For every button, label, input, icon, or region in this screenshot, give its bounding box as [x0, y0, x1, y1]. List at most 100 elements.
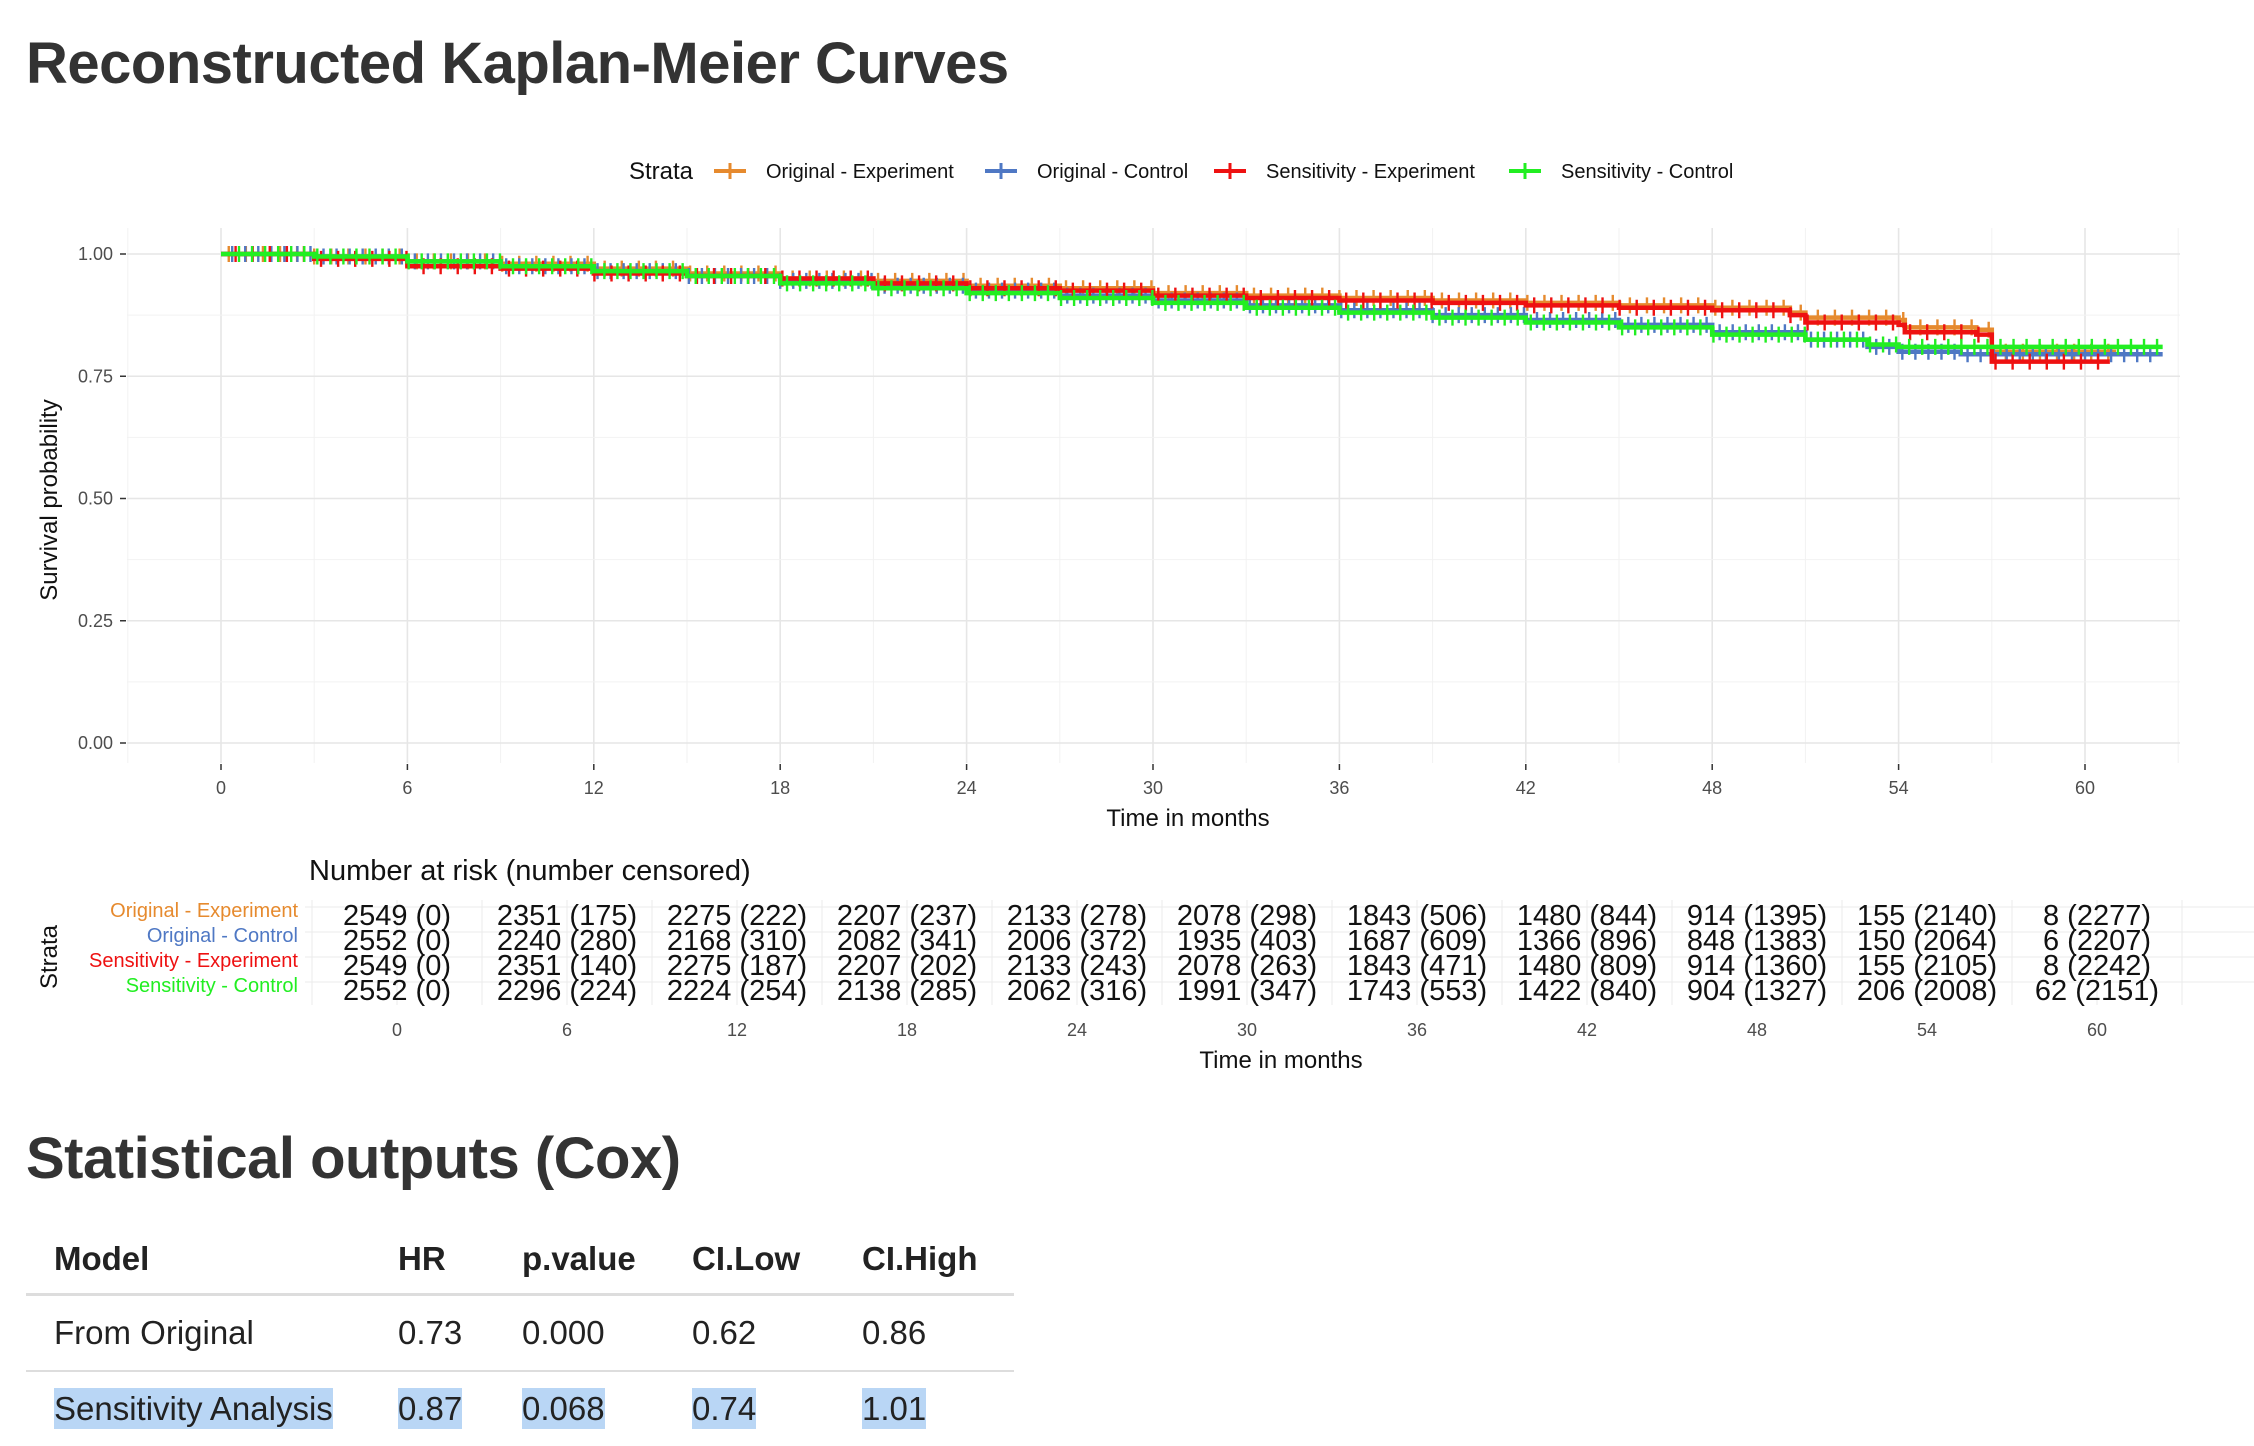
cox-row-original: From Original 0.73 0.000 0.62 0.86 — [26, 1294, 1014, 1372]
x-tick-label: 6 — [402, 778, 412, 798]
ci-low-cell: 0.62 — [664, 1294, 834, 1372]
ci-low-cell: 0.74 — [664, 1371, 834, 1446]
y-tick-label: 1.00 — [78, 244, 113, 264]
km-chart: Strata Original - Experiment Original - Co… — [36, 158, 2254, 1074]
risk-cell: 150 (2064) — [1857, 925, 1997, 957]
model-cell: Sensitivity Analysis — [26, 1371, 370, 1446]
risk-x-tick-label: 0 — [392, 1020, 402, 1040]
km-series — [221, 246, 2163, 370]
cox-row-sensitivity: Sensitivity Analysis 0.87 0.068 0.74 1.0… — [26, 1371, 1014, 1446]
header-model: Model — [26, 1225, 370, 1296]
model-cell: From Original — [26, 1294, 370, 1372]
ci-high-text: 1.01 — [862, 1388, 927, 1429]
risk-x-tick-label: 48 — [1747, 1020, 1767, 1040]
risk-cell: 2240 (280) — [497, 925, 637, 957]
km-legend: Strata Original - Experiment Original - Co… — [629, 158, 1733, 185]
risk-cell: 1843 (506) — [1347, 900, 1487, 932]
y-tick-label: 0.25 — [78, 611, 113, 631]
km-gridlines — [127, 228, 2180, 763]
legend-label: Original - Experiment — [766, 161, 954, 183]
risk-cell: 62 (2151) — [2035, 975, 2159, 1007]
risk-x-tick-label: 12 — [727, 1020, 747, 1040]
risk-table: Number at risk (number censored) Original… — [36, 855, 2254, 1074]
hr-cell: 0.73 — [370, 1294, 494, 1372]
risk-cell: 2552 (0) — [343, 925, 451, 957]
risk-cell: 2275 (187) — [667, 950, 807, 982]
hr-cell: 0.87 — [370, 1371, 494, 1446]
risk-cell: 2351 (140) — [497, 950, 637, 982]
x-tick-label: 60 — [2075, 778, 2095, 798]
risk-row-label: Original - Experiment — [110, 900, 298, 922]
risk-cell: 2552 (0) — [343, 975, 451, 1007]
x-tick-label: 30 — [1143, 778, 1163, 798]
legend-title: Strata — [629, 158, 694, 185]
risk-cell: 2133 (243) — [1007, 950, 1147, 982]
legend-label: Original - Control — [1037, 161, 1188, 183]
y-axis-title: Survival probability — [36, 399, 63, 600]
risk-cell: 206 (2008) — [1857, 975, 1997, 1007]
cox-table: Model HR p.value CI.Low CI.High From Ori… — [26, 1225, 1014, 1446]
x-tick-label: 48 — [1702, 778, 1722, 798]
hr-text: 0.87 — [398, 1388, 463, 1429]
risk-row-label: Sensitivity - Control — [126, 975, 298, 997]
risk-x-tick-label: 6 — [562, 1020, 572, 1040]
risk-cell: 1687 (609) — [1347, 925, 1487, 957]
risk-cell: 848 (1383) — [1687, 925, 1827, 957]
risk-cell: 914 (1360) — [1687, 950, 1827, 982]
risk-y-axis-title: Strata — [36, 924, 63, 989]
risk-cell: 6 (2207) — [2043, 925, 2151, 957]
page-title: Reconstructed Kaplan-Meier Curves — [26, 31, 1009, 96]
risk-cell: 155 (2105) — [1857, 950, 1997, 982]
risk-table-title: Number at risk (number censored) — [309, 855, 751, 887]
risk-cell: 1422 (840) — [1517, 975, 1657, 1007]
y-tick-label: 0.75 — [78, 366, 113, 386]
risk-cell: 2275 (222) — [667, 900, 807, 932]
risk-x-tick-label: 60 — [2087, 1020, 2107, 1040]
risk-x-tick-label: 18 — [897, 1020, 917, 1040]
header-p-value: p.value — [494, 1225, 664, 1296]
p-value-text: 0.068 — [522, 1388, 605, 1429]
risk-cell: 2207 (202) — [837, 950, 977, 982]
risk-cell: 1743 (553) — [1347, 975, 1487, 1007]
risk-cell: 2207 (237) — [837, 900, 977, 932]
legend-label: Sensitivity - Control — [1561, 161, 1733, 183]
risk-cell: 2168 (310) — [667, 925, 807, 957]
risk-cell: 8 (2277) — [2043, 900, 2151, 932]
risk-cell: 1991 (347) — [1177, 975, 1317, 1007]
risk-cell: 2006 (372) — [1007, 925, 1147, 957]
risk-cell: 2224 (254) — [667, 975, 807, 1007]
p-value-cell: 0.000 — [494, 1294, 664, 1372]
x-tick-label: 18 — [770, 778, 790, 798]
ci-low-text: 0.74 — [692, 1388, 757, 1429]
risk-cell: 2138 (285) — [837, 975, 977, 1007]
x-tick-label: 54 — [1889, 778, 1909, 798]
risk-row-label: Sensitivity - Experiment — [89, 950, 298, 972]
risk-cell: 155 (2140) — [1857, 900, 1997, 932]
risk-cell: 2062 (316) — [1007, 975, 1147, 1007]
header-ci-low: CI.Low — [664, 1225, 834, 1296]
risk-x-tick-label: 54 — [1917, 1020, 1937, 1040]
risk-row-label: Original - Control — [147, 925, 298, 947]
y-tick-label: 0.00 — [78, 733, 113, 753]
risk-cell: 1366 (896) — [1517, 925, 1657, 957]
risk-cell: 2078 (263) — [1177, 950, 1317, 982]
risk-cell: 904 (1327) — [1687, 975, 1827, 1007]
risk-cell: 2351 (175) — [497, 900, 637, 932]
x-tick-label: 0 — [216, 778, 226, 798]
ci-high-cell: 0.86 — [834, 1294, 1014, 1372]
risk-cell: 2549 (0) — [343, 900, 451, 932]
risk-x-axis-title: Time in months — [1199, 1047, 1362, 1074]
x-axis-title: Time in months — [1106, 805, 1269, 832]
header-hr: HR — [370, 1225, 494, 1296]
risk-x-tick-label: 24 — [1067, 1020, 1087, 1040]
x-tick-label: 36 — [1329, 778, 1349, 798]
risk-cell: 2296 (224) — [497, 975, 637, 1007]
header-ci-high: CI.High — [834, 1225, 1014, 1296]
p-value-cell: 0.068 — [494, 1371, 664, 1446]
risk-cell: 8 (2242) — [2043, 950, 2151, 982]
model-text: Sensitivity Analysis — [54, 1388, 333, 1429]
risk-cell: 2133 (278) — [1007, 900, 1147, 932]
x-tick-label: 42 — [1516, 778, 1536, 798]
risk-cell: 1935 (403) — [1177, 925, 1317, 957]
km-axes: 0.00 0.25 0.50 0.75 1.00 0 6 12 18 24 30 36 42 48 54 60… — [36, 244, 2095, 832]
